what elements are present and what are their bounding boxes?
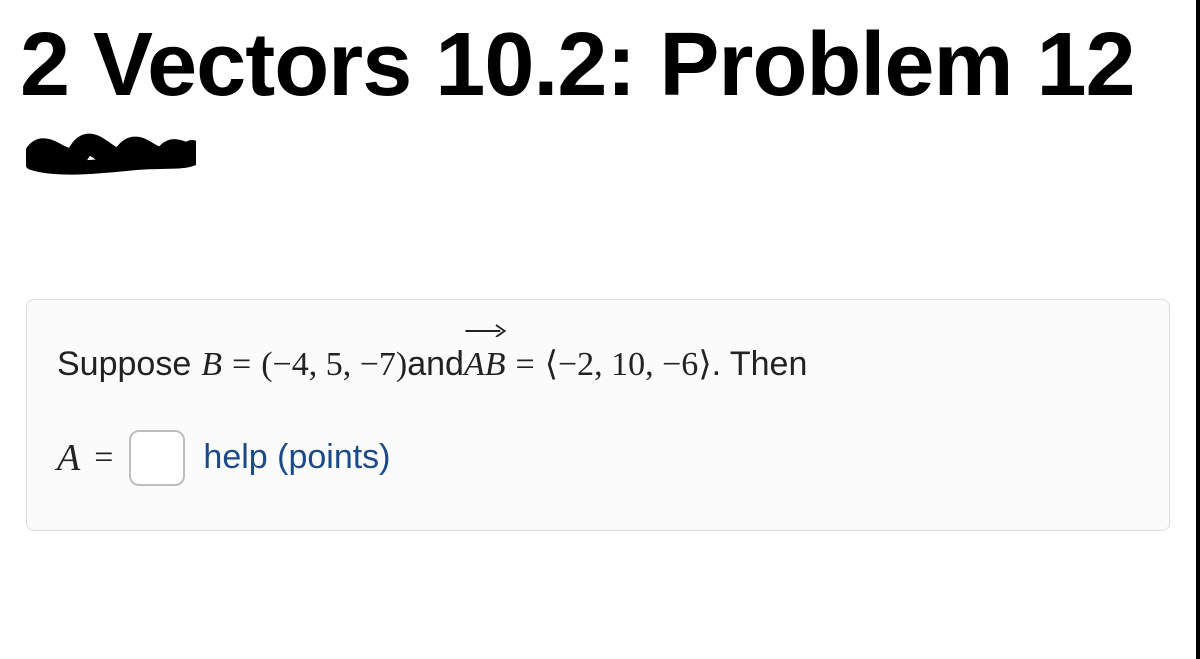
var-A: A [57, 436, 80, 480]
var-B: B [201, 346, 222, 384]
problem-box: Suppose B = (−4, 5, −7) and AB = ⟨−2, 1 [26, 299, 1170, 531]
redaction-scribble [26, 123, 196, 179]
page-title: 2 Vectors 10.2: Problem 12 [20, 18, 1176, 113]
text-and: and [407, 345, 464, 384]
text-then: . Then [712, 345, 808, 384]
arrow-over-icon [464, 323, 508, 337]
var-AB: AB [464, 346, 506, 383]
vec-close: ⟩ [698, 344, 711, 384]
help-points-link[interactable]: help (points) [203, 438, 390, 477]
answer-input[interactable] [129, 430, 185, 486]
vec-open: ⟨ [545, 344, 558, 384]
B-value: −4, 5, −7 [273, 346, 396, 384]
B-open: ( [261, 346, 272, 384]
vector-AB: AB [464, 345, 506, 384]
page: 2 Vectors 10.2: Problem 12 Suppose B = (… [0, 0, 1200, 659]
vec-value: −2, 10, −6 [558, 346, 698, 384]
equals-2: = [516, 346, 535, 384]
equals-1: = [232, 346, 251, 384]
answer-line: A = help (points) [57, 430, 1139, 486]
text-suppose: Suppose [57, 345, 191, 384]
B-close: ) [396, 346, 407, 384]
equals-3: = [94, 439, 113, 477]
problem-statement: Suppose B = (−4, 5, −7) and AB = ⟨−2, 1 [57, 344, 1139, 384]
